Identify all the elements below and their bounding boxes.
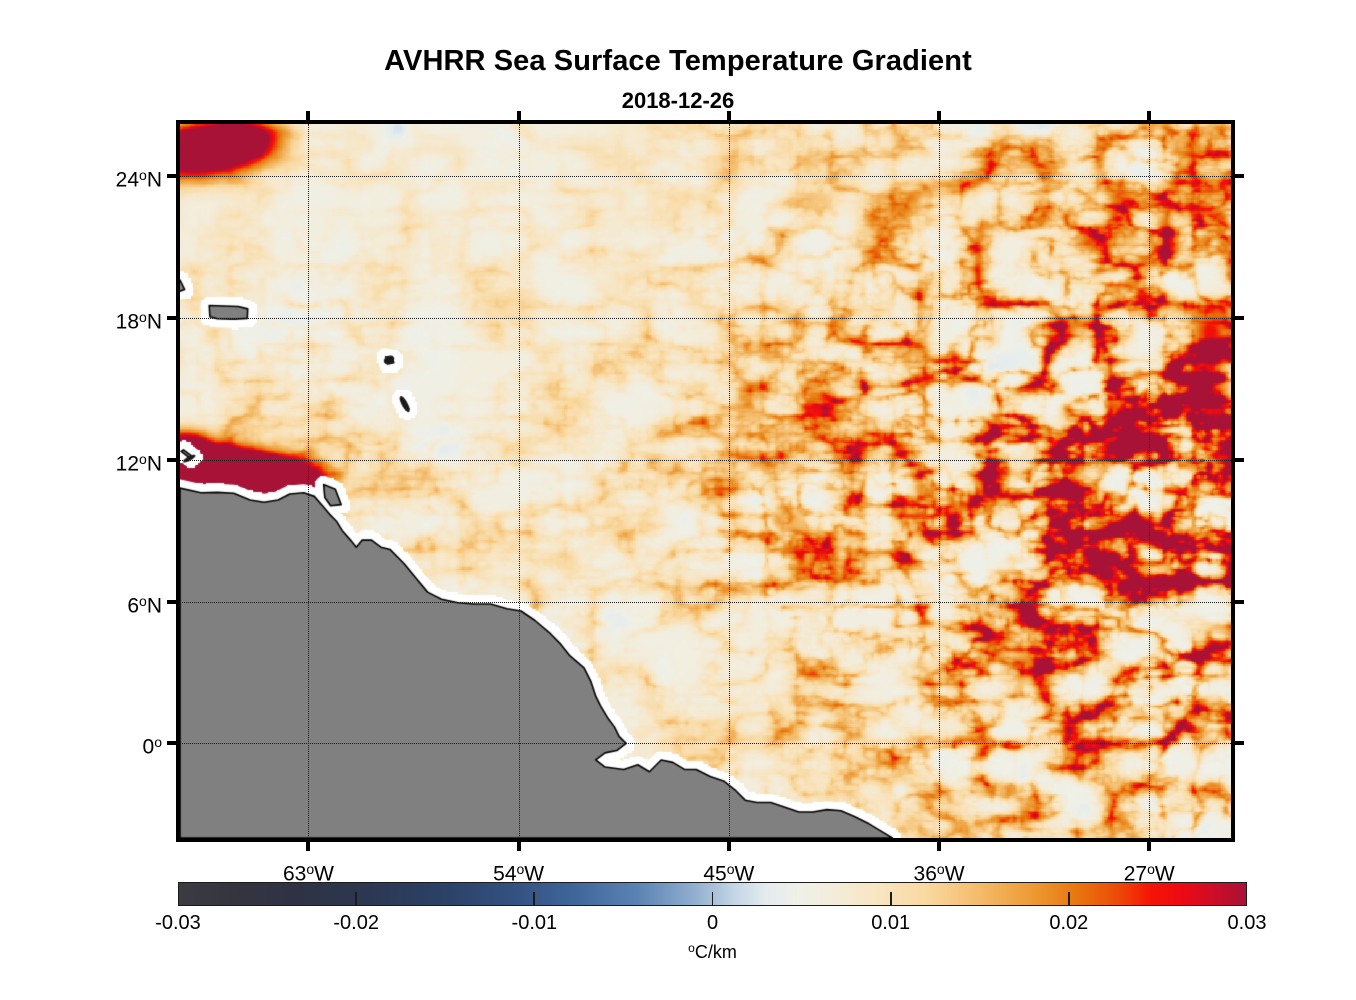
tick-label-value: 0: [142, 736, 155, 760]
degree-symbol: o: [154, 734, 162, 751]
tick-label-value: 36: [913, 862, 937, 886]
tick-label-value: 27: [1123, 862, 1148, 886]
colorbar-tick: [711, 892, 714, 906]
tick-label-value: 54: [493, 862, 517, 886]
x-axis-tick: [937, 838, 942, 851]
y-axis-tick-label: 6oN: [127, 591, 162, 617]
colorbar-tick-label: -0.01: [511, 912, 558, 934]
degree-symbol: o: [139, 592, 147, 609]
degree-symbol: o: [139, 167, 147, 183]
colorbar-unit-label: oC/km: [178, 938, 1247, 962]
y-axis-tick-label: 24oN: [116, 165, 162, 191]
title-block: AVHRR Sea Surface Temperature Gradient 2…: [0, 44, 1356, 114]
tick-label-hemisphere: W: [944, 862, 965, 886]
x-axis-tick: [306, 111, 311, 124]
colorbar-tick-label: 0: [706, 912, 719, 934]
y-axis-tick-label: 0o: [143, 732, 162, 758]
tick-label-value: 6: [127, 594, 140, 618]
colorbar-tick-label: 0.01: [871, 912, 911, 934]
x-axis-tick-label: 63oW: [238, 859, 378, 885]
x-axis-tick: [1147, 111, 1152, 124]
tick-label-hemisphere: N: [146, 452, 162, 476]
tick-label-value: 24: [115, 168, 140, 192]
y-axis-tick: [1231, 457, 1244, 462]
sst-gradient-heatmap: [180, 124, 1231, 838]
y-axis-tick-label: 18oN: [116, 307, 162, 333]
y-axis-tick: [1231, 599, 1244, 604]
x-axis-tick: [306, 838, 311, 851]
colorbar-tick-label: -0.03: [155, 912, 201, 934]
y-axis-tick-label: 12oN: [116, 449, 162, 475]
tick-label-hemisphere: N: [146, 594, 162, 618]
page-title: AVHRR Sea Surface Temperature Gradient: [384, 45, 972, 77]
colorbar-unit-text: C/km: [694, 941, 737, 962]
degree-symbol: o: [139, 450, 147, 467]
tick-label-value: 12: [115, 452, 140, 476]
y-axis-tick: [1231, 315, 1244, 320]
x-axis-tick-label: 45oW: [659, 859, 799, 885]
x-axis-tick-label: 27oW: [1079, 859, 1219, 885]
tick-label-hemisphere: W: [314, 862, 334, 886]
degree-symbol: o: [139, 308, 147, 325]
degree-symbol: o: [516, 861, 525, 877]
degree-symbol: o: [726, 861, 735, 877]
map-plot-area: [180, 124, 1231, 838]
degree-symbol: o: [1147, 861, 1155, 877]
tick-label-hemisphere: N: [146, 168, 162, 192]
x-axis-tick: [516, 111, 521, 124]
degree-symbol: o: [306, 861, 315, 877]
tick-label-hemisphere: N: [146, 310, 162, 334]
colorbar-tick: [533, 892, 536, 906]
y-axis-tick: [1231, 174, 1244, 178]
tick-label-value: 18: [115, 310, 140, 334]
map-axes: 24oN 18oN 12oN 6oN 0o 63oW 54oW 45oW 36oW 27oW: [116, 111, 1244, 885]
page-subtitle: 2018-12-26: [621, 88, 735, 113]
tick-label-value: 45: [703, 862, 727, 886]
y-axis-tick: [167, 599, 180, 604]
colorbar-tick: [355, 892, 358, 906]
y-axis-tick: [1231, 741, 1244, 746]
x-axis-tick: [1147, 838, 1152, 851]
x-axis-tick-label: 54oW: [449, 859, 589, 885]
tick-label-hemisphere: W: [734, 862, 755, 886]
x-axis-tick-label: 36oW: [869, 859, 1009, 885]
y-axis-tick: [167, 741, 180, 746]
colorbar-tick: [889, 892, 892, 906]
x-axis-tick: [937, 111, 942, 124]
colorbar-tick-label: 0.03: [1227, 912, 1267, 934]
colorbar-tick-label: -0.02: [333, 912, 379, 934]
x-axis-tick: [726, 111, 731, 124]
degree-symbol: o: [688, 941, 695, 955]
y-axis-tick: [167, 315, 180, 320]
x-axis-tick: [726, 838, 731, 851]
colorbar-tick-label: 0.02: [1049, 912, 1089, 934]
y-axis-tick: [167, 174, 180, 178]
tick-label-hemisphere: W: [524, 862, 545, 886]
tick-label-hemisphere: W: [1154, 862, 1175, 886]
degree-symbol: o: [936, 861, 945, 877]
x-axis-tick: [516, 838, 521, 851]
tick-label-value: 63: [282, 862, 307, 886]
y-axis-tick: [167, 457, 180, 462]
colorbar-tick: [1067, 892, 1070, 906]
colorbar: -0.03 -0.02 -0.01 0 0.01 0.02 0.03 oC/km: [155, 882, 1266, 962]
